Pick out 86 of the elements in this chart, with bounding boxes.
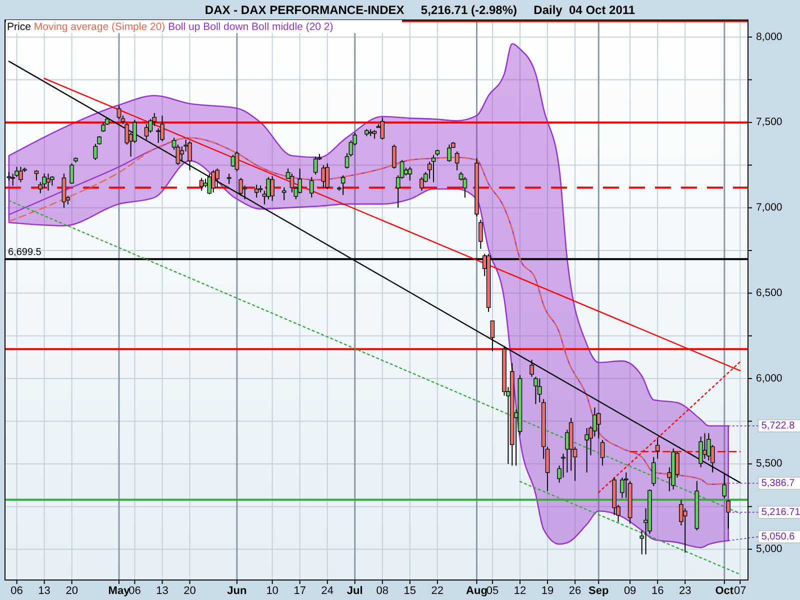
x-tick-label: 09: [624, 585, 636, 597]
x-tick-label: 23: [678, 585, 692, 597]
candlestick: [313, 156, 318, 176]
candlestick: [270, 176, 274, 202]
candlestick: [116, 104, 122, 120]
annotation: 5,386.7: [761, 478, 796, 489]
x-tick-label: Jul: [346, 585, 363, 597]
x-tick-label: 15: [404, 585, 416, 597]
candlestick: [478, 219, 483, 250]
candlestick: [325, 162, 330, 190]
candlestick: [534, 376, 538, 405]
y-tick-label: 7,000: [756, 202, 782, 214]
line-series: [8, 137, 729, 485]
candlestick: [530, 359, 534, 378]
candlestick: [698, 436, 703, 468]
x-tick-label: 06: [128, 585, 141, 597]
candlestick: [238, 177, 244, 196]
candlestick: [726, 499, 730, 530]
annotation: 5,216.71: [761, 506, 800, 518]
candlestick: [447, 144, 452, 162]
annotation: 5,050.6: [761, 531, 796, 542]
candlestick: [309, 176, 314, 198]
x-tick-label: Oct: [715, 585, 734, 597]
x-tick-label: May: [108, 585, 131, 597]
x-tick-label: 26: [568, 585, 582, 597]
candlestick: [101, 122, 106, 132]
x-tick-label: Aug: [466, 585, 488, 597]
y-tick-label: 5,500: [756, 458, 782, 470]
x-tick-label: 10: [266, 585, 278, 597]
legend-title: Price: [7, 21, 32, 33]
candlestick: [62, 173, 66, 208]
candlestick: [254, 184, 259, 198]
candlestick: [282, 186, 286, 201]
candlestick: [431, 154, 436, 183]
candlestick: [380, 116, 385, 140]
candlestick: [454, 150, 460, 171]
candlestick: [226, 173, 232, 184]
x-tick-label: 22: [431, 585, 444, 597]
candlestick: [408, 166, 412, 181]
x-tick-label: 19: [541, 585, 554, 597]
x-tick-label: 20: [66, 585, 78, 597]
candlestick: [234, 150, 240, 172]
text: Moving average (Simple 20): [30, 21, 166, 33]
y-tick-label: 6,500: [756, 286, 782, 299]
candlestick: [392, 144, 396, 170]
candlestick: [600, 440, 605, 466]
x-tick-label: 24: [321, 585, 334, 597]
y-tick-label: 8,000: [756, 30, 782, 43]
candlestick: [682, 508, 688, 554]
y-tick-label: 7,500: [756, 116, 782, 128]
x-tick-label: 12: [514, 585, 526, 597]
text: Boll up Boll down Boll middle (20 2): [165, 21, 334, 33]
y-tick-label: 5,000: [756, 543, 782, 556]
x-tick-label: 07: [734, 585, 746, 597]
candlestick: [652, 456, 656, 487]
x-tick-label: 05: [486, 585, 499, 597]
candlestick: [93, 143, 98, 160]
ref-line-label: 6,699.5: [8, 247, 42, 258]
candlestick: [537, 378, 542, 403]
candlestick: [10, 173, 16, 186]
candlestick: [199, 177, 204, 192]
x-tick-label: Sep: [588, 585, 609, 597]
candlestick: [34, 170, 39, 181]
candlestick: [230, 154, 236, 168]
y-tick-label: 6,000: [756, 372, 782, 384]
x-tick-label: 06: [10, 585, 23, 597]
candlestick: [70, 162, 74, 184]
candlestick: [46, 173, 50, 192]
x-tick-label: 17: [294, 585, 306, 597]
candlestick: [50, 176, 54, 186]
x-tick-label: 20: [184, 585, 196, 597]
candlestick: [340, 174, 346, 196]
candlestick: [18, 166, 23, 183]
candlestick: [584, 428, 589, 473]
x-tick-label: 13: [38, 585, 50, 597]
chart-title: DAX - DAX PERFORMANCE-INDEX 5,216.71 (-2.98%) Daily 04 Oct 2011: [204, 3, 636, 17]
x-tick-label: 16: [651, 585, 664, 597]
candlestick: [490, 320, 495, 352]
x-tick-label: Jun: [227, 585, 247, 597]
candlestick: [160, 115, 164, 142]
candlestick: [188, 140, 192, 171]
x-tick-label: 08: [376, 585, 389, 597]
candlestick: [655, 438, 660, 460]
candlestick: [211, 170, 216, 193]
annotation: 5,722.8: [761, 420, 796, 432]
x-tick-label: 13: [156, 585, 168, 597]
